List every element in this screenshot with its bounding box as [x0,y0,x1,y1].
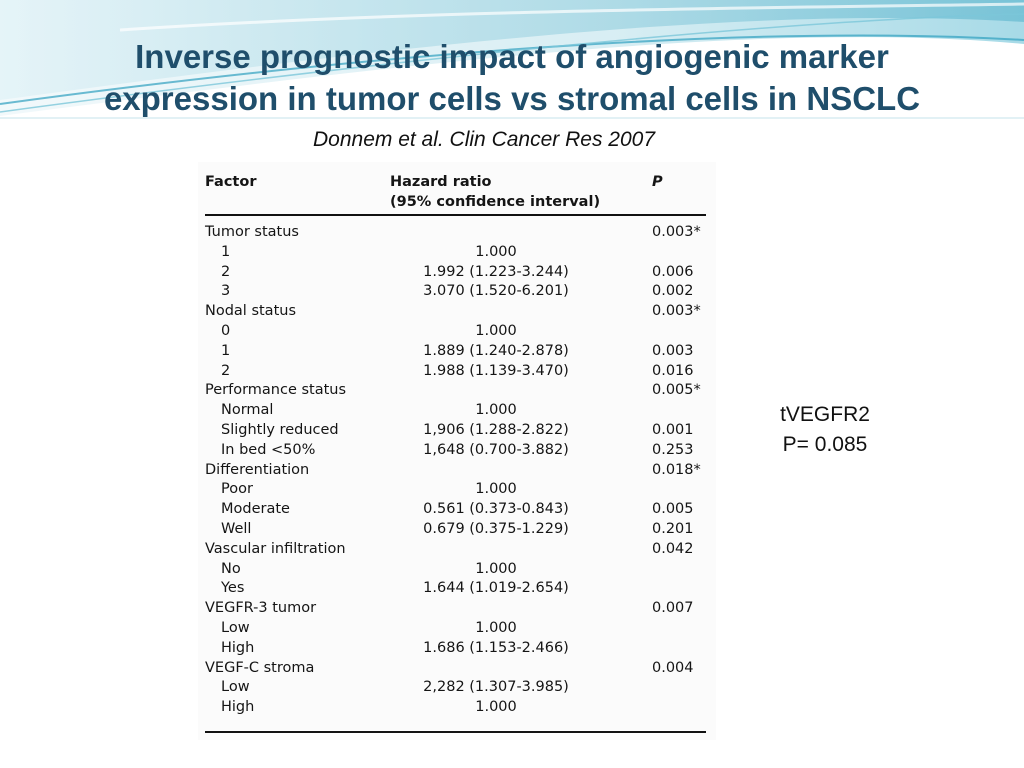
slide-title: Inverse prognostic impact of angiogenic … [20,36,1004,120]
factor-cell: Tumor status [205,224,299,240]
table-row: 1 1.000 [198,242,716,262]
hazard-ratio-table: Factor Hazard ratio (95% confidence inte… [198,162,716,740]
factor-cell: 2 [221,263,231,280]
p-value-cell: 0.005 [652,501,694,518]
table-row: In bed <50% 1,648 (0.700-3.882) 0.253 [198,440,716,460]
annotation-p-value: P= 0.085 [782,433,868,456]
table-row: Slightly reduced 1,906 (1.288-2.822) 0.001 [198,420,716,440]
hazard-ratio-cell: 1,906 (1.288-2.822) [423,422,569,438]
p-value-cell: 0.003 [652,342,694,359]
p-value-cell: 0.005* [652,382,701,399]
table-row: Vascular infiltration 0.042 [198,539,716,559]
citation: Donnem et al. Clin Cancer Res 2007 [312,128,655,151]
p-value-cell: 0.003* [652,224,701,240]
header-p: P [652,174,663,190]
header-rule [205,214,706,216]
p-value-cell: 0.007 [652,600,694,617]
table-row: 2 1.988 (1.139-3.470) 0.016 [198,361,716,381]
table-row: Nodal status 0.003* [198,301,716,321]
hazard-ratio-cell: 1.000 [475,402,517,419]
hazard-ratio-cell: 1.000 [475,323,517,339]
hazard-ratio-cell: 0.679 (0.375-1.229) [423,521,569,537]
table-row: Low 2,282 (1.307-3.985) [198,677,716,697]
table-row: Poor 1.000 [198,479,716,499]
slide-title-line-1: Inverse prognostic impact of angiogenic … [135,38,889,75]
table-row: Tumor status 0.003* [198,222,716,242]
factor-cell: Low [221,620,250,636]
hazard-ratio-cell: 1.992 (1.223-3.244) [423,263,569,280]
table-row: VEGF-C stroma 0.004 [198,658,716,678]
hazard-ratio-cell: 1.000 [475,699,517,716]
hazard-ratio-cell: 1.686 (1.153-2.466) [423,639,569,656]
p-value-cell: 0.006 [652,263,694,280]
annotation-marker: tVEGFR2 [780,403,870,426]
header-factor: Factor [205,174,257,190]
slide-title-line-2: expression in tumor cells vs stromal cel… [103,80,921,117]
p-value-cell: 0.001 [652,422,694,438]
p-value-cell: 0.004 [652,659,694,676]
table-row: High 1.000 [198,697,716,717]
p-value-cell: 0.201 [652,521,694,537]
factor-cell: In bed <50% [221,441,316,458]
factor-cell: Yes [221,580,245,597]
table-row: High 1.686 (1.153-2.466) [198,638,716,658]
p-value-cell: 0.042 [652,540,694,557]
factor-cell: 3 [221,283,231,300]
factor-cell: No [221,560,241,577]
factor-cell: Well [221,521,252,537]
hazard-ratio-cell: 1.000 [475,243,517,260]
table-row: Well 0.679 (0.375-1.229) 0.201 [198,519,716,539]
p-value-cell: 0.253 [652,441,694,458]
hazard-ratio-cell: 1.988 (1.139-3.470) [423,362,569,379]
table-row: 1 1.889 (1.240-2.878) 0.003 [198,341,716,361]
table-row: Differentiation 0.018* [198,460,716,480]
table-row: VEGFR-3 tumor 0.007 [198,598,716,618]
table-row: 0 1.000 [198,321,716,341]
tvegfr2-annotation: tVEGFR2 P= 0.085 [760,400,890,460]
header-confidence-interval: (95% confidence interval) [390,194,601,210]
hazard-ratio-cell: 2,282 (1.307-3.985) [423,679,569,696]
factor-cell: Normal [221,402,274,419]
hazard-ratio-cell: 1.000 [475,620,517,636]
table-row: Low 1.000 [198,618,716,638]
p-value-cell: 0.016 [652,362,694,379]
factor-cell: High [221,699,255,716]
table-row: No 1.000 [198,559,716,579]
factor-cell: VEGF-C stroma [205,659,315,676]
hazard-ratio-cell: 1.000 [475,560,517,577]
table-row: Moderate 0.561 (0.373-0.843) 0.005 [198,499,716,519]
hazard-ratio-cell: 0.561 (0.373-0.843) [423,501,569,518]
factor-cell: 2 [221,362,231,379]
factor-cell: Vascular infiltration [205,540,346,557]
factor-cell: High [221,639,255,656]
factor-cell: Performance status [205,382,347,399]
factor-cell: Moderate [221,501,290,518]
hazard-ratio-cell: 1.000 [475,481,517,498]
factor-cell: Low [221,679,250,696]
p-value-cell: 0.002 [652,283,694,300]
table-row: Yes 1.644 (1.019-2.654) [198,578,716,598]
factor-cell: 1 [221,243,231,260]
table-row: Normal 1.000 [198,400,716,420]
factor-cell: 0 [221,323,231,339]
factor-cell: 1 [221,342,231,359]
hazard-ratio-cell: 3.070 (1.520-6.201) [423,283,569,300]
table-row: Performance status 0.005* [198,380,716,400]
factor-cell: Poor [221,481,253,498]
header-decoration [0,0,1024,119]
hazard-ratio-cell: 1.644 (1.019-2.654) [423,580,569,597]
hazard-ratio-cell: 1.889 (1.240-2.878) [423,342,569,359]
table-row: 3 3.070 (1.520-6.201) 0.002 [198,281,716,301]
p-value-cell: 0.018* [652,461,701,478]
table-row: 2 1.992 (1.223-3.244) 0.006 [198,262,716,282]
factor-cell: Nodal status [205,303,297,320]
header-hazard-ratio: Hazard ratio [390,174,492,190]
p-value-cell: 0.003* [652,303,701,320]
factor-cell: Differentiation [205,461,310,478]
footer-rule [205,731,706,733]
factor-cell: VEGFR-3 tumor [205,600,317,617]
hazard-ratio-cell: 1,648 (0.700-3.882) [423,441,569,458]
factor-cell: Slightly reduced [221,422,339,438]
